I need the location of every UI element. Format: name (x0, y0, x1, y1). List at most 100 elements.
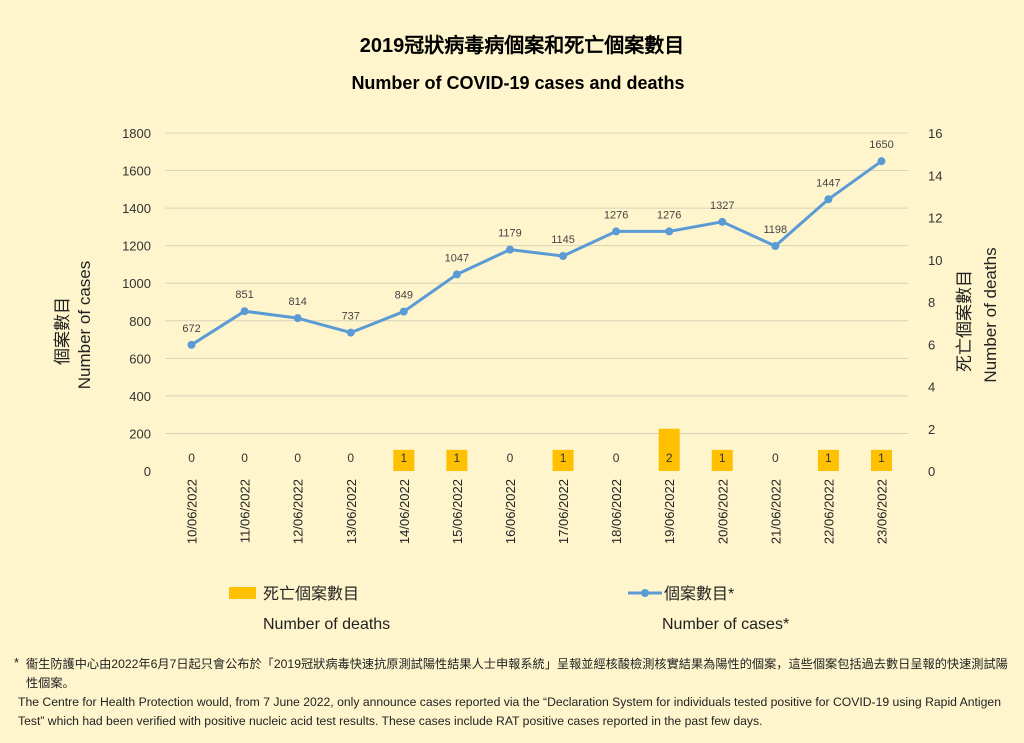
y-left-tick-label: 1600 (122, 164, 151, 179)
bar-data-label: 1 (400, 451, 407, 465)
legend: 死亡個案數目 Number of deaths 個案數目* Number of … (229, 585, 789, 633)
bar-data-label: 1 (560, 451, 567, 465)
legend-cases-zh: 個案數目* (664, 585, 734, 603)
line-data-label: 1327 (710, 200, 734, 212)
line-point (559, 251, 568, 260)
bar-data-label: 0 (613, 451, 620, 465)
y-right-tick-label: 6 (928, 337, 935, 352)
bar-data-label: 0 (241, 451, 248, 465)
bars: 0 0 0 0 1 1 0 1 0 2 1 0 1 1 (188, 428, 892, 471)
line-point (240, 307, 249, 316)
line-data-label: 1145 (551, 234, 575, 246)
bar-deaths (817, 449, 839, 471)
footnote-zh: 衞生防護中心由2022年6月7日起只會公布於「2019冠狀病毒快速抗原測試陽性結… (26, 657, 1008, 690)
legend-cases-en: Number of cases* (662, 616, 789, 633)
bar-data-label: 0 (772, 451, 779, 465)
line-point (399, 307, 408, 316)
y-right-label-en: Number of deaths (981, 247, 1000, 382)
line-point (293, 314, 302, 323)
x-tick-label: 22/06/2022 (821, 479, 836, 544)
y-right-tick-label: 10 (928, 253, 942, 268)
y-left-tick-label: 800 (129, 314, 151, 329)
line-data-label: 1276 (657, 209, 681, 221)
x-tick-label: 14/06/2022 (397, 479, 412, 544)
bar-deaths (870, 449, 892, 471)
y-left-label-en: Number of cases (75, 261, 94, 390)
bar-data-label: 1 (878, 451, 885, 465)
legend-deaths-en: Number of deaths (263, 616, 390, 633)
y-left-tick-label: 400 (129, 389, 151, 404)
line-data-label: 814 (288, 296, 306, 308)
x-tick-label: 21/06/2022 (768, 479, 783, 544)
line-point (718, 217, 727, 226)
line-data-label: 1047 (445, 252, 469, 264)
legend-bar-swatch (229, 587, 256, 599)
line-point (187, 340, 196, 349)
footnote: * 衞生防護中心由2022年6月7日起只會公布於「2019冠狀病毒快速抗原測試陽性… (14, 655, 1008, 731)
x-tick-label: 17/06/2022 (556, 479, 571, 544)
bar-data-label: 1 (454, 451, 461, 465)
bar-deaths (711, 449, 733, 471)
y-left-tick-label: 200 (129, 426, 151, 441)
bar-deaths (552, 449, 574, 471)
line-point (877, 157, 886, 166)
y-left-label-zh: 個案數目 (53, 297, 72, 365)
line-point (452, 270, 461, 279)
bar-data-label: 1 (825, 451, 832, 465)
chart: 2019冠狀病毒病個案和死亡個案數目 Number of COVID-19 ca… (53, 33, 1000, 633)
x-tick-label: 18/06/2022 (609, 479, 624, 544)
y-right-label-zh: 死亡個案數目 (955, 270, 974, 372)
y-left-tick-label: 1400 (122, 201, 151, 216)
y-right-ticks: 0 2 4 6 8 10 12 14 16 (928, 126, 942, 479)
x-tick-label: 16/06/2022 (503, 479, 518, 544)
x-tick-label: 10/06/2022 (185, 479, 200, 544)
line-point (505, 245, 514, 254)
legend-deaths-zh: 死亡個案數目 (263, 585, 359, 603)
bar-data-label: 0 (294, 451, 301, 465)
line-data-label: 851 (235, 289, 253, 301)
y-left-ticks: 0 200 400 600 800 1000 1200 1400 1600 1800 (122, 126, 151, 479)
bar-data-label: 1 (719, 451, 726, 465)
line-data-label: 1198 (763, 224, 787, 236)
line-data-label: 1447 (816, 177, 840, 189)
y-right-tick-label: 14 (928, 168, 942, 183)
y-left-tick-label: 600 (129, 351, 151, 366)
y-left-tick-label: 1000 (122, 276, 151, 291)
x-ticks: 10/06/2022 11/06/2022 12/06/2022 13/06/2022… (185, 479, 890, 544)
line-data-label: 1650 (869, 139, 893, 151)
line-data-label: 672 (182, 323, 200, 335)
bar-deaths (393, 449, 415, 471)
x-tick-label: 19/06/2022 (662, 479, 677, 544)
y-right-tick-label: 16 (928, 126, 942, 141)
chart-title-en: Number of COVID-19 cases and deaths (351, 73, 684, 93)
bar-data-label: 0 (507, 451, 514, 465)
bar-deaths (658, 428, 680, 471)
line-cases (190, 159, 883, 347)
line-point (346, 328, 355, 337)
legend-line-marker (641, 589, 649, 597)
y-right-tick-label: 2 (928, 422, 935, 437)
x-tick-label: 20/06/2022 (715, 479, 730, 544)
y-right-tick-label: 0 (928, 464, 935, 479)
y-right-tick-label: 4 (928, 380, 935, 395)
line-data-label: 1276 (604, 209, 628, 221)
x-tick-label: 12/06/2022 (291, 479, 306, 544)
footnote-asterisk: * (14, 655, 20, 670)
line-data-label: 737 (342, 311, 360, 323)
bar-deaths (446, 449, 468, 471)
line-series: 672 851 814 737 849 1047 1179 1145 1276 1276 1327 1… (182, 139, 894, 349)
bar-data-label: 0 (188, 451, 195, 465)
x-tick-label: 15/06/2022 (450, 479, 465, 544)
line-point (771, 242, 780, 251)
y-left-tick-label: 0 (144, 464, 151, 479)
x-tick-label: 13/06/2022 (344, 479, 359, 544)
x-tick-label: 23/06/2022 (874, 479, 889, 544)
line-data-label: 1179 (498, 228, 522, 240)
gridlines (165, 132, 908, 434)
x-tick-label: 11/06/2022 (238, 479, 253, 543)
bar-data-label: 2 (666, 451, 673, 465)
footnote-en: The Centre for Health Protection would, … (18, 695, 1001, 728)
line-point (824, 195, 833, 204)
line-data-label: 849 (395, 290, 413, 302)
y-right-tick-label: 8 (928, 295, 935, 310)
